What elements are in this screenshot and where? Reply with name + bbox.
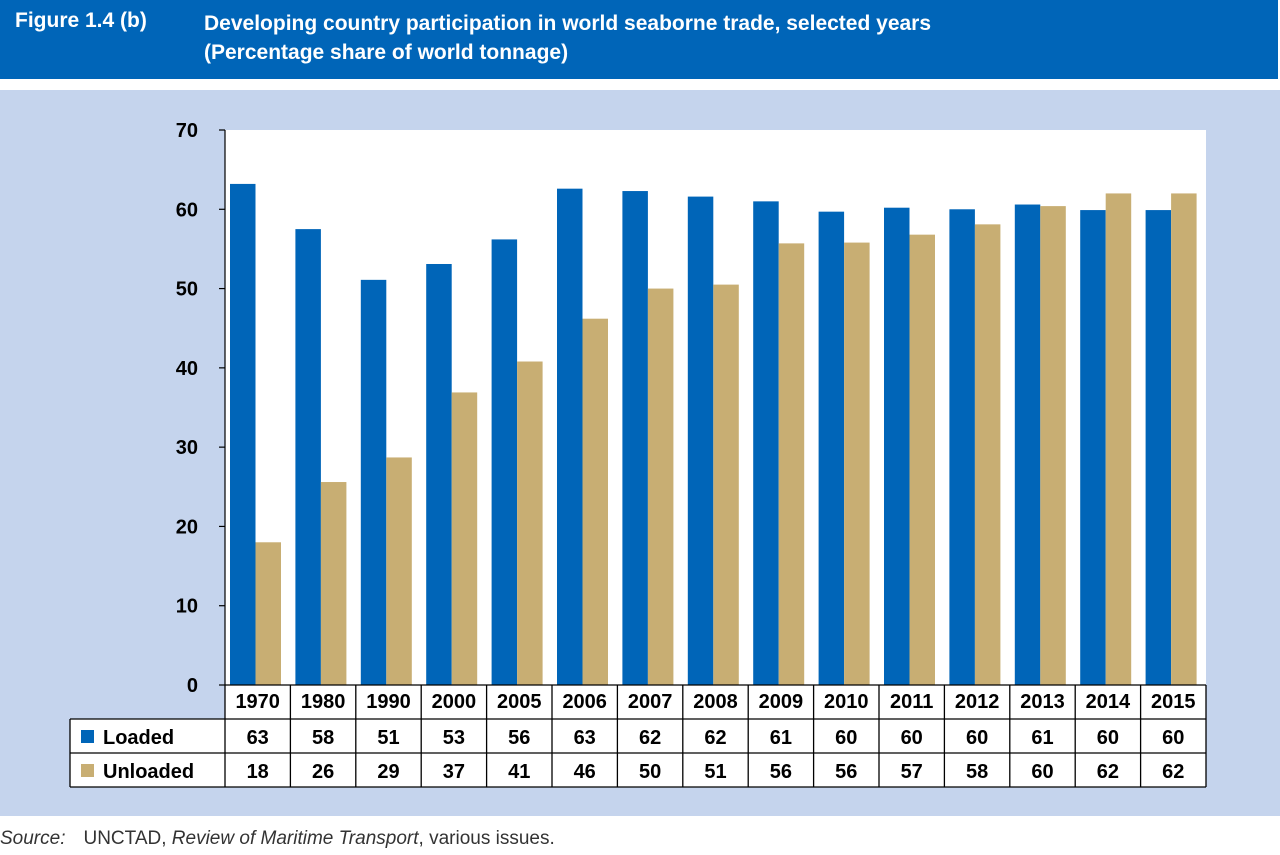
data-label-unloaded: 56 [770, 761, 792, 783]
y-tick-label: 40 [176, 358, 198, 380]
category-label: 2013 [1020, 691, 1065, 713]
bar-unloaded-2015 [1171, 193, 1197, 685]
bar-loaded-2006 [557, 188, 583, 685]
bar-loaded-2000 [426, 263, 452, 685]
y-tick-label: 70 [176, 120, 198, 142]
data-label-loaded: 58 [312, 727, 334, 749]
data-label-unloaded: 37 [443, 761, 465, 783]
category-label: 2006 [562, 691, 607, 713]
bar-loaded-2012 [949, 209, 975, 686]
source-label: Source: [0, 828, 66, 849]
data-label-unloaded: 58 [966, 761, 988, 783]
category-label: 1990 [366, 691, 411, 713]
category-label: 2007 [628, 691, 673, 713]
data-label-unloaded: 56 [835, 761, 857, 783]
data-label-unloaded: 41 [508, 761, 530, 783]
source-note: Source: UNCTAD, Review of Maritime Transp… [0, 828, 555, 850]
category-label: 2015 [1151, 691, 1196, 713]
data-label-loaded: 62 [704, 727, 726, 749]
bar-loaded-2010 [818, 211, 845, 685]
figure-title: Developing country participation in worl… [204, 9, 931, 67]
bar-unloaded-2009 [778, 243, 805, 685]
y-tick-label: 20 [176, 516, 198, 538]
bar-unloaded-2008 [713, 284, 739, 685]
y-tick-label: 60 [176, 199, 198, 221]
category-label: 1980 [301, 691, 346, 713]
data-label-loaded: 63 [574, 727, 596, 749]
bar-unloaded-1970 [255, 542, 281, 685]
category-label: 2010 [824, 691, 869, 713]
figure-label: Figure 1.4 (b) [15, 9, 147, 32]
y-tick-label: 10 [176, 596, 198, 618]
category-label: 2012 [955, 691, 1000, 713]
data-label-loaded: 53 [443, 727, 465, 749]
data-label-loaded: 62 [639, 727, 661, 749]
data-label-unloaded: 57 [901, 761, 923, 783]
bar-unloaded-1990 [386, 457, 412, 685]
data-label-unloaded: 18 [247, 761, 269, 783]
bar-unloaded-1980 [320, 482, 347, 685]
y-tick-label: 50 [176, 279, 198, 301]
data-label-loaded: 60 [1097, 727, 1119, 749]
bar-unloaded-2010 [844, 242, 870, 686]
data-label-loaded: 63 [247, 727, 269, 749]
source-rest: , various issues. [418, 828, 555, 849]
bar-loaded-2005 [491, 239, 518, 685]
category-label: 2011 [890, 691, 933, 713]
data-label-unloaded: 60 [1031, 761, 1053, 783]
category-label: 2000 [432, 691, 477, 713]
bar-loaded-2014 [1080, 210, 1106, 686]
bar-loaded-2008 [687, 196, 714, 685]
bar-unloaded-2014 [1105, 193, 1132, 685]
legend-swatch-unloaded [81, 764, 94, 777]
category-row-bg [225, 685, 1206, 719]
bar-loaded-1990 [360, 279, 387, 685]
bar-loaded-2011 [884, 207, 910, 685]
legend-label-unloaded: Unloaded [103, 761, 194, 783]
data-label-unloaded: 51 [704, 761, 726, 783]
bar-unloaded-2006 [582, 318, 608, 685]
data-label-loaded: 60 [1162, 727, 1184, 749]
category-label: 2008 [693, 691, 738, 713]
data-label-unloaded: 62 [1097, 761, 1119, 783]
category-label: 2014 [1086, 691, 1131, 713]
bar-unloaded-2013 [1040, 206, 1066, 685]
bar-loaded-2013 [1014, 204, 1041, 685]
bar-loaded-2015 [1145, 210, 1172, 686]
y-tick-label: 30 [176, 437, 198, 459]
bar-unloaded-2007 [647, 288, 674, 685]
figure-header: Figure 1.4 (b) Developing country partic… [0, 0, 1278, 79]
category-label: 2005 [497, 691, 542, 713]
data-label-loaded: 60 [901, 727, 923, 749]
bar-loaded-1970 [230, 183, 256, 685]
data-label-unloaded: 50 [639, 761, 661, 783]
source-publication: Review of Maritime Transport [171, 828, 419, 849]
bar-unloaded-2005 [517, 361, 543, 685]
title-line-2: (Percentage share of world tonnage) [204, 41, 569, 64]
bar-loaded-2007 [622, 191, 648, 686]
legend-swatch-loaded [81, 730, 94, 743]
data-label-unloaded: 46 [574, 761, 596, 783]
category-label: 2009 [759, 691, 804, 713]
bar-loaded-1980 [295, 229, 321, 685]
data-label-loaded: 61 [770, 727, 792, 749]
data-label-loaded: 60 [966, 727, 988, 749]
legend-label-loaded: Loaded [103, 727, 174, 749]
category-label: 1970 [235, 691, 280, 713]
bar-unloaded-2012 [974, 224, 1001, 685]
bar-unloaded-2000 [451, 392, 478, 685]
source-org: UNCTAD, [83, 828, 172, 849]
title-line-1: Developing country participation in worl… [204, 12, 932, 35]
data-label-loaded: 60 [835, 727, 857, 749]
data-label-unloaded: 62 [1162, 761, 1184, 783]
bar-unloaded-2011 [909, 234, 935, 685]
data-label-unloaded: 29 [377, 761, 399, 783]
y-tick-label: 0 [187, 675, 198, 697]
data-label-loaded: 56 [508, 727, 530, 749]
data-label-loaded: 61 [1031, 727, 1053, 749]
data-label-loaded: 51 [377, 727, 399, 749]
bar-loaded-2009 [753, 201, 779, 685]
data-label-unloaded: 26 [312, 761, 334, 783]
